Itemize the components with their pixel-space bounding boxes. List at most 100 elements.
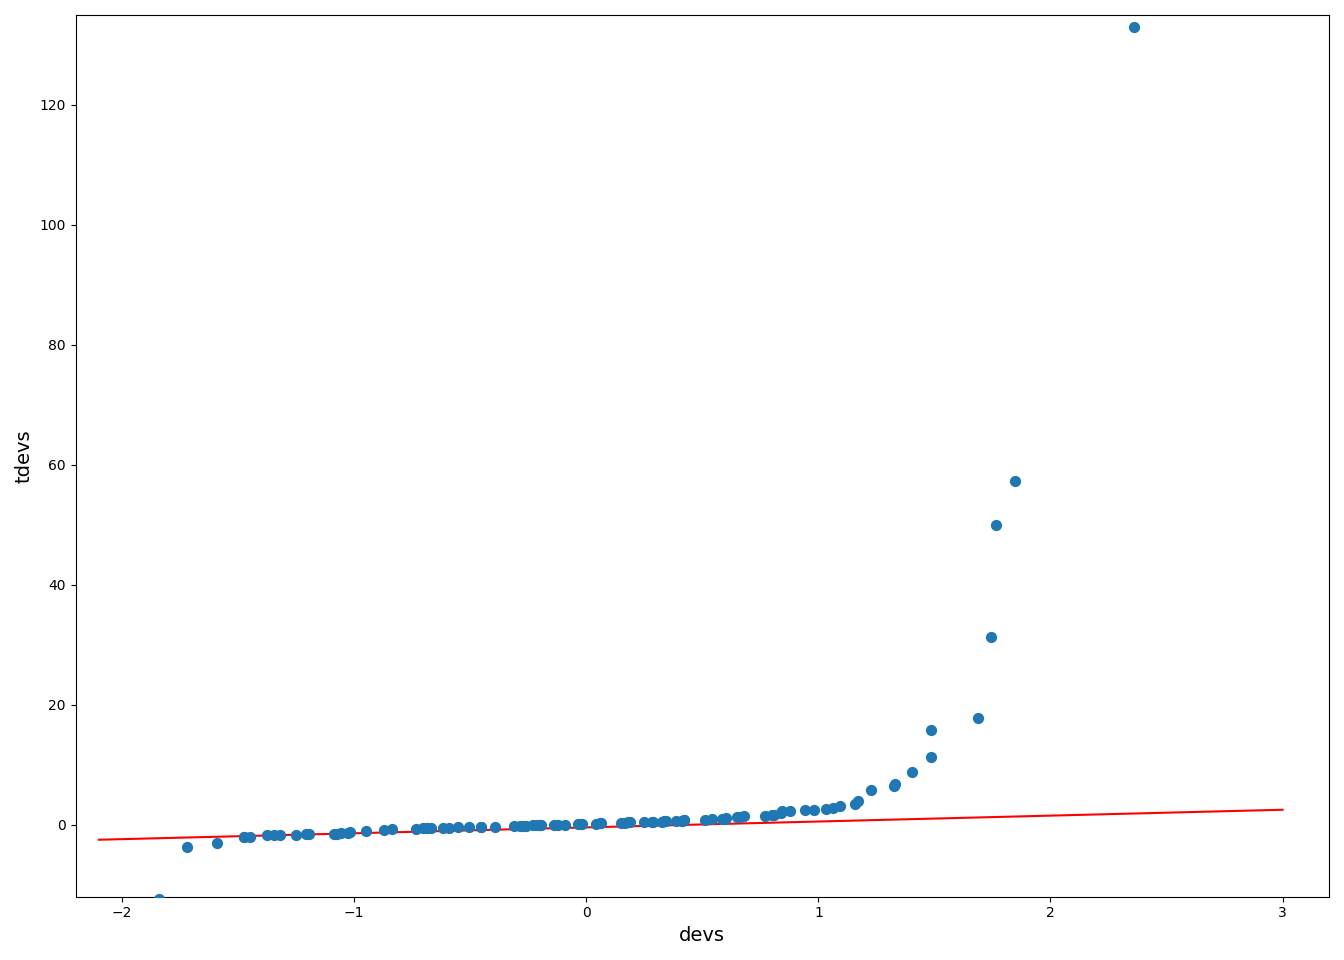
Point <box>711 811 732 827</box>
Point <box>590 815 612 830</box>
Point <box>816 801 837 816</box>
Point <box>515 818 536 833</box>
Point <box>981 630 1003 645</box>
Point <box>298 827 320 842</box>
Point <box>234 829 255 845</box>
Point <box>239 829 261 845</box>
Point <box>655 813 676 828</box>
Point <box>543 817 564 832</box>
Point <box>438 820 460 835</box>
Point <box>794 803 816 818</box>
Point <box>337 825 359 840</box>
Point <box>567 817 589 832</box>
Point <box>714 811 735 827</box>
Point <box>257 828 278 843</box>
Point <box>485 819 507 834</box>
Point <box>470 819 492 834</box>
Point <box>323 827 344 842</box>
X-axis label: devs: devs <box>679 926 726 945</box>
Point <box>571 816 593 831</box>
Point <box>431 820 453 835</box>
Point <box>883 779 905 794</box>
Point <box>421 821 442 836</box>
Point <box>413 821 434 836</box>
Point <box>642 814 664 829</box>
Point <box>673 812 695 828</box>
Point <box>617 815 638 830</box>
Point <box>590 815 612 830</box>
Point <box>652 814 673 829</box>
Point <box>327 826 348 841</box>
Point <box>1124 19 1145 35</box>
Point <box>382 822 403 837</box>
Point <box>715 810 737 826</box>
Point <box>515 818 536 833</box>
Point <box>829 798 851 813</box>
Point <box>296 827 317 842</box>
Point <box>641 814 663 829</box>
Point <box>339 825 360 840</box>
Point <box>802 803 824 818</box>
Point <box>233 829 254 845</box>
Point <box>702 811 723 827</box>
Point <box>823 800 844 815</box>
Point <box>285 828 306 843</box>
Point <box>633 814 655 829</box>
Point <box>526 818 547 833</box>
Point <box>448 820 469 835</box>
Point <box>653 814 675 829</box>
Point <box>921 723 942 738</box>
Point <box>521 818 543 833</box>
Point <box>512 819 534 834</box>
Point <box>406 821 427 836</box>
Point <box>620 814 641 829</box>
Point <box>726 809 747 825</box>
Point <box>528 817 550 832</box>
Point <box>985 517 1007 533</box>
Point <box>148 892 169 907</box>
Point <box>771 804 793 819</box>
Point <box>269 828 290 843</box>
Point <box>884 777 906 792</box>
Point <box>176 839 198 854</box>
Point <box>714 811 735 827</box>
Point <box>530 817 551 832</box>
Point <box>844 796 866 811</box>
Point <box>331 825 352 840</box>
Point <box>902 764 923 780</box>
Point <box>860 782 882 798</box>
Point <box>417 821 438 836</box>
Point <box>665 813 687 828</box>
Point <box>770 805 792 821</box>
Point <box>547 817 569 832</box>
Y-axis label: tdevs: tdevs <box>15 429 34 483</box>
Point <box>673 812 695 828</box>
Point <box>671 813 692 828</box>
Point <box>470 820 492 835</box>
Point <box>966 710 988 726</box>
Point <box>1004 473 1025 489</box>
Point <box>509 819 531 834</box>
Point <box>847 793 868 808</box>
Point <box>761 807 782 823</box>
Point <box>50 932 71 948</box>
Point <box>763 807 785 823</box>
Point <box>263 828 285 843</box>
Point <box>921 750 942 765</box>
Point <box>355 823 376 838</box>
Point <box>730 809 751 825</box>
Point <box>206 835 227 851</box>
Point <box>614 815 636 830</box>
Point <box>374 823 395 838</box>
Point <box>530 817 551 832</box>
Point <box>504 819 526 834</box>
Point <box>585 816 606 831</box>
Point <box>695 812 716 828</box>
Point <box>754 808 775 824</box>
Point <box>734 808 755 824</box>
Point <box>570 817 591 832</box>
Point <box>554 817 575 832</box>
Point <box>780 803 801 818</box>
Point <box>671 813 692 828</box>
Point <box>610 815 632 830</box>
